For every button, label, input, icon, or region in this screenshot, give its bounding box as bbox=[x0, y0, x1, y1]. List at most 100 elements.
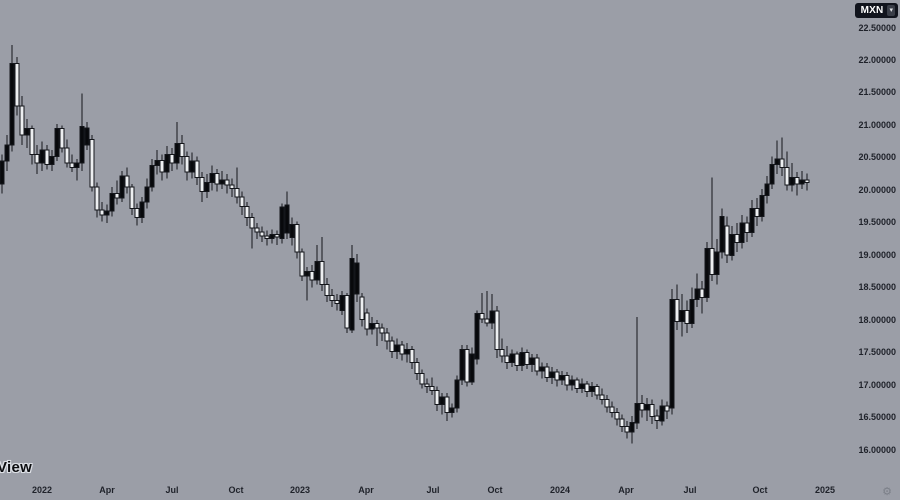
candle-body-up bbox=[799, 179, 805, 185]
candle-body-down bbox=[429, 385, 435, 391]
candle-body-up bbox=[279, 206, 285, 239]
candle-body-down bbox=[294, 224, 300, 253]
candle-body-down bbox=[249, 217, 255, 229]
candle-body-down bbox=[184, 156, 190, 173]
candle-body-up bbox=[489, 310, 495, 324]
candle-body-down bbox=[69, 162, 75, 168]
candle-body-down bbox=[179, 143, 185, 158]
candle-body-down bbox=[239, 196, 245, 208]
candle-body-up bbox=[459, 348, 465, 381]
candle-body-up bbox=[449, 407, 455, 413]
candle-body-down bbox=[664, 405, 670, 412]
candle-body-down bbox=[584, 383, 590, 393]
candle-body-down bbox=[229, 184, 235, 189]
time-tick-label: Jul bbox=[426, 485, 440, 495]
candle-body-down bbox=[159, 159, 165, 173]
time-tick-label: Oct bbox=[752, 485, 768, 495]
candle-body-down bbox=[399, 344, 405, 355]
candle-body-down bbox=[624, 426, 630, 433]
candle-body-down bbox=[319, 261, 325, 285]
symbol-badge-label: MXN bbox=[860, 5, 884, 16]
candle-body-up bbox=[369, 322, 375, 330]
candle-body-down bbox=[324, 283, 330, 296]
candle-body-up bbox=[354, 262, 360, 295]
time-tick-label: Jul bbox=[683, 485, 697, 495]
candle-body-down bbox=[374, 322, 380, 329]
candle-body-down bbox=[414, 361, 420, 374]
candle-body-down bbox=[379, 327, 385, 334]
candle-body-down bbox=[134, 208, 140, 219]
candle-body-up bbox=[54, 128, 60, 158]
candle-body-down bbox=[194, 160, 200, 178]
candle-body-down bbox=[674, 298, 680, 322]
candle-body-up bbox=[729, 234, 735, 256]
gear-icon[interactable]: ⚙ bbox=[882, 486, 892, 498]
candle-body-down bbox=[234, 187, 240, 198]
candle-body-down bbox=[384, 332, 390, 342]
candle-body-down bbox=[129, 186, 135, 210]
tradingview-watermark-logo[interactable]: View bbox=[0, 459, 33, 476]
candle-body-up bbox=[669, 298, 675, 409]
candle-body-up bbox=[204, 182, 210, 193]
candle-body-up bbox=[704, 248, 710, 298]
symbol-badge[interactable]: MXN ▾ bbox=[854, 3, 898, 18]
candle-body-up bbox=[579, 383, 585, 389]
candle-body-up bbox=[634, 402, 640, 424]
candle-body-up bbox=[209, 172, 215, 183]
candle-body-down bbox=[214, 172, 220, 185]
candle-body-up bbox=[349, 258, 355, 331]
candle-body-down bbox=[274, 234, 280, 238]
time-tick-label: Oct bbox=[228, 485, 244, 495]
candle-body-up bbox=[4, 144, 10, 162]
candle-body-up bbox=[154, 159, 160, 167]
candle-body-up bbox=[719, 215, 725, 253]
candle-body-down bbox=[29, 128, 35, 156]
candle-body-up bbox=[84, 127, 90, 146]
candle-body-up bbox=[759, 195, 765, 217]
candle-body-down bbox=[754, 208, 760, 217]
price-tick-label: 19.00000 bbox=[858, 249, 896, 260]
candle-body-down bbox=[359, 296, 365, 320]
candle-body-up bbox=[529, 357, 535, 365]
candle-body-up bbox=[769, 163, 775, 185]
candle-body-down bbox=[564, 374, 570, 386]
candle-body-down bbox=[309, 271, 315, 281]
time-tick-label: Apr bbox=[618, 485, 634, 495]
candle-body-down bbox=[779, 158, 785, 169]
candle-body-down bbox=[599, 394, 605, 400]
price-tick-label: 20.50000 bbox=[858, 152, 896, 163]
candle-body-down bbox=[479, 313, 485, 320]
candle-body-down bbox=[124, 175, 130, 188]
candle-body-up bbox=[144, 186, 150, 203]
candle-body-down bbox=[604, 398, 610, 408]
chevron-down-icon[interactable]: ▾ bbox=[887, 5, 895, 16]
candle-body-up bbox=[269, 234, 275, 239]
time-tick-label: 2025 bbox=[814, 485, 836, 495]
price-tick-label: 21.50000 bbox=[858, 87, 896, 98]
candle-body-up bbox=[539, 366, 545, 372]
candle-body-up bbox=[9, 63, 15, 146]
candle-body-down bbox=[199, 176, 205, 193]
candle-body-up bbox=[139, 201, 145, 219]
candle-body-down bbox=[574, 379, 580, 389]
candle-body-down bbox=[554, 371, 560, 381]
candle-body-up bbox=[739, 222, 745, 243]
candle-body-down bbox=[344, 295, 350, 329]
candle-body-up bbox=[509, 353, 515, 363]
candle-body-down bbox=[264, 235, 270, 239]
candle-body-up bbox=[284, 204, 290, 234]
candle-body-down bbox=[244, 206, 250, 218]
candle-body-down bbox=[534, 357, 540, 372]
candle-body-down bbox=[649, 404, 655, 417]
price-tick-label: 22.00000 bbox=[858, 55, 896, 65]
price-tick-label: 19.50000 bbox=[858, 217, 896, 228]
candle-body-up bbox=[679, 309, 685, 322]
price-tick-label: 22.50000 bbox=[858, 22, 896, 33]
candle-body-up bbox=[439, 396, 445, 406]
candle-body-down bbox=[334, 300, 340, 304]
candle-body-down bbox=[524, 352, 530, 365]
candle-body-up bbox=[569, 379, 575, 386]
candle-body-up bbox=[789, 176, 795, 186]
